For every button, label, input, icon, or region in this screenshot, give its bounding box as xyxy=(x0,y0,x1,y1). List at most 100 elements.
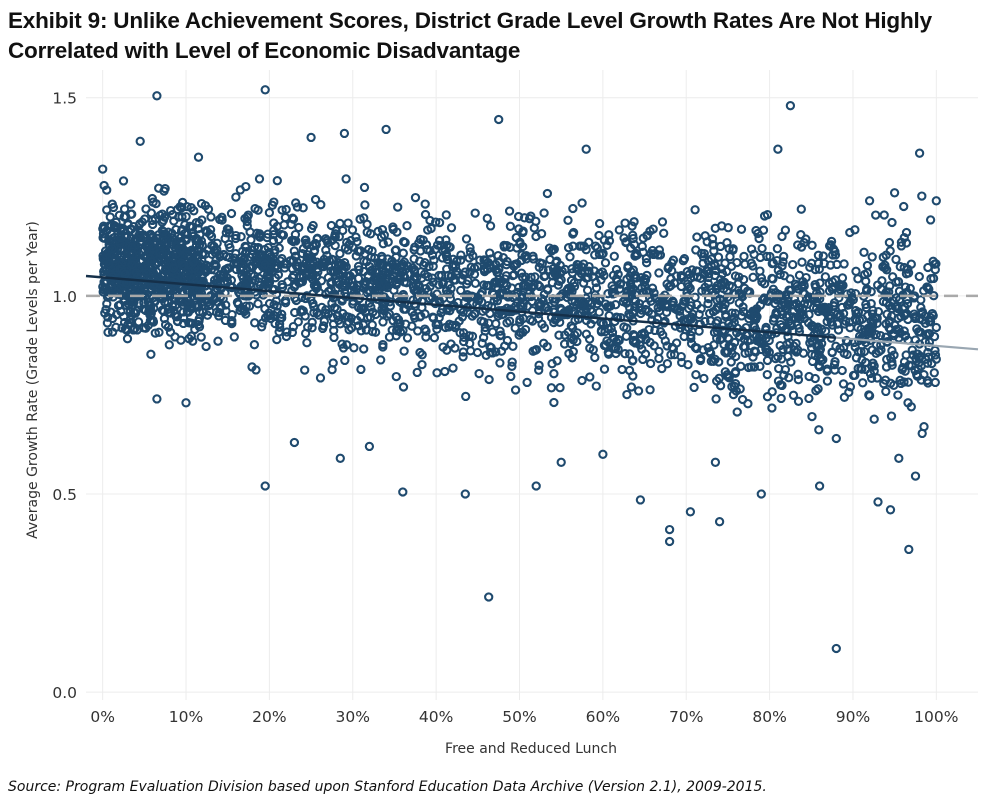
data-point xyxy=(359,344,369,354)
data-point xyxy=(378,309,388,319)
data-point xyxy=(930,265,940,275)
data-point xyxy=(583,272,593,283)
data-point xyxy=(807,349,817,360)
data-point xyxy=(786,320,797,331)
data-point xyxy=(603,323,613,334)
data-point xyxy=(785,338,795,348)
data-point xyxy=(720,367,730,377)
data-point xyxy=(796,204,806,214)
data-point xyxy=(434,280,444,290)
data-point xyxy=(133,317,144,327)
data-point xyxy=(833,325,844,335)
data-point xyxy=(738,342,749,352)
data-point xyxy=(931,259,941,269)
data-point xyxy=(420,199,430,209)
data-point xyxy=(602,240,612,250)
data-point xyxy=(759,293,769,303)
data-point xyxy=(591,381,601,391)
data-point xyxy=(851,309,861,319)
data-point xyxy=(294,222,304,233)
data-point xyxy=(527,316,538,326)
data-point xyxy=(98,164,108,174)
data-point xyxy=(426,223,436,234)
data-point xyxy=(689,382,699,393)
data-point xyxy=(148,243,158,254)
data-point xyxy=(478,332,489,343)
data-point xyxy=(807,240,817,250)
data-point xyxy=(398,487,408,497)
data-point xyxy=(138,246,148,257)
data-point xyxy=(127,260,137,270)
data-point xyxy=(454,316,464,326)
data-point xyxy=(300,311,310,321)
data-point xyxy=(410,192,421,203)
data-point xyxy=(496,330,506,340)
data-point xyxy=(737,394,748,405)
data-point xyxy=(167,228,177,239)
data-point xyxy=(482,281,492,291)
data-point xyxy=(710,260,720,270)
x-tick-label: 90% xyxy=(836,708,870,726)
data-point xyxy=(252,242,263,253)
data-point xyxy=(181,211,191,222)
data-point xyxy=(732,407,742,417)
data-point xyxy=(657,217,668,227)
data-point xyxy=(447,262,458,272)
data-point xyxy=(730,271,741,281)
data-point xyxy=(844,387,854,397)
data-point xyxy=(579,259,589,269)
data-point xyxy=(229,332,239,342)
data-point xyxy=(826,317,836,327)
data-point xyxy=(125,314,135,325)
data-point xyxy=(549,369,559,379)
data-point xyxy=(776,354,787,364)
data-point xyxy=(298,272,308,282)
scatter-chart: 0.0 0.5 1.0 1.5 0% 10% 20% 30% 40% 50% 60% 70% 80% 9… xyxy=(25,70,979,757)
data-point xyxy=(690,205,700,215)
data-point xyxy=(685,507,696,517)
data-point xyxy=(926,274,936,284)
data-point xyxy=(772,244,783,254)
data-point xyxy=(319,259,330,269)
data-point xyxy=(614,284,625,294)
data-point xyxy=(549,317,559,328)
data-point xyxy=(277,282,288,292)
data-point xyxy=(409,245,419,255)
data-point xyxy=(756,344,766,355)
data-point xyxy=(862,260,873,271)
data-point xyxy=(724,341,734,351)
data-point xyxy=(137,217,147,227)
data-point xyxy=(773,144,783,154)
data-point xyxy=(850,370,860,380)
data-point xyxy=(711,394,721,404)
data-point xyxy=(822,316,832,327)
data-point xyxy=(393,324,404,334)
data-point xyxy=(504,206,515,216)
data-point xyxy=(620,349,630,359)
data-point xyxy=(676,351,686,362)
data-point xyxy=(341,174,351,184)
data-point xyxy=(491,347,501,357)
data-point xyxy=(585,372,595,382)
data-point xyxy=(384,309,394,319)
data-point xyxy=(98,221,109,231)
data-point xyxy=(262,310,273,321)
data-point xyxy=(875,330,886,341)
data-point xyxy=(594,218,605,229)
data-point xyxy=(739,251,749,262)
data-point xyxy=(917,308,927,319)
data-point xyxy=(811,297,822,308)
data-point xyxy=(896,311,906,322)
data-point xyxy=(713,252,724,262)
data-point xyxy=(157,209,167,219)
data-point xyxy=(100,246,111,256)
data-point xyxy=(108,202,119,213)
data-point xyxy=(333,261,344,271)
data-point xyxy=(817,338,827,349)
data-point xyxy=(549,397,559,408)
data-point xyxy=(376,355,386,365)
data-point xyxy=(264,274,274,284)
data-point xyxy=(402,333,413,343)
data-point xyxy=(619,322,629,332)
data-point xyxy=(613,334,624,345)
